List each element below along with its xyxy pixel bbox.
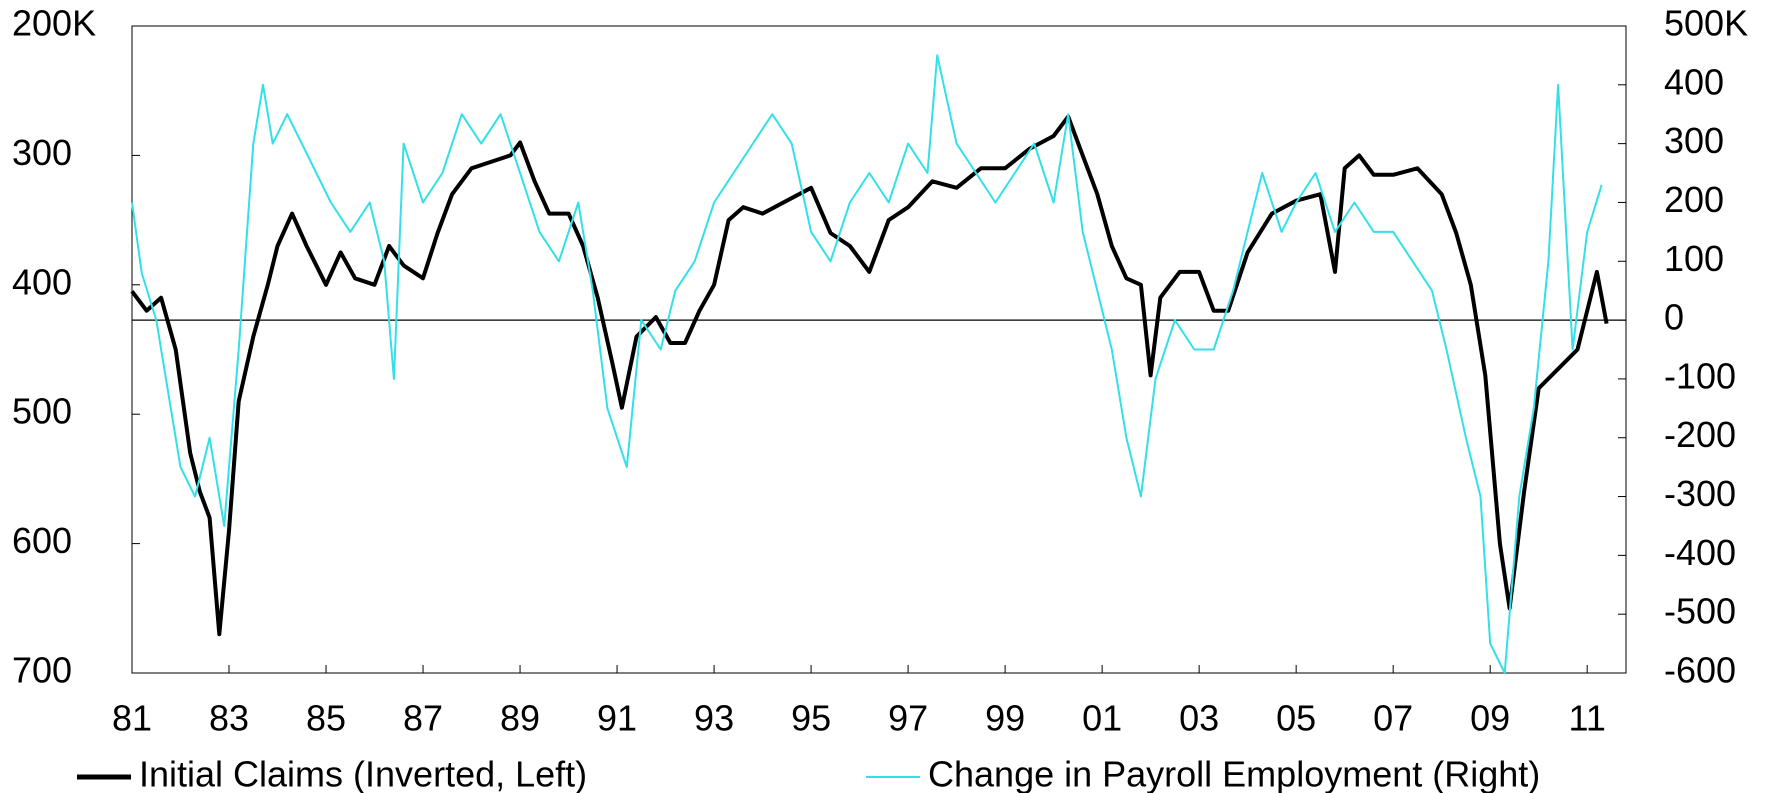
series-line [131,54,1603,674]
x-tick-label: 91 [597,698,637,739]
x-tick-label: 85 [306,698,346,739]
x-tick-label: 81 [112,698,152,739]
x-tick-label: 05 [1276,698,1316,739]
y-tick-label: 700 [12,650,72,691]
y2-tick-label: -100 [1664,355,1736,396]
y2-tick-label: 200 [1664,179,1724,220]
y2-tick-label: 100 [1664,238,1724,279]
x-tick-label: 89 [500,698,540,739]
y2-tick-label: -400 [1664,532,1736,573]
x-tick-label: 99 [985,698,1025,739]
legend-label: Change in Payroll Employment (Right) [928,754,1540,793]
y2-tick-label: 400 [1664,61,1724,102]
x-tick-label: 87 [403,698,443,739]
x-tick-label: 95 [791,698,831,739]
x-tick-label: 97 [888,698,928,739]
y-tick-label: 300 [12,132,72,173]
x-tick-label: 03 [1179,698,1219,739]
y-tick-label: 400 [12,261,72,302]
y-tick-label: 200K [12,3,96,44]
y2-tick-label: -300 [1664,473,1736,514]
x-tick-label: 09 [1470,698,1510,739]
y2-tick-label: 0 [1664,297,1684,338]
y-tick-label: 500 [12,391,72,432]
series-line [130,114,1609,637]
x-tick-label: 11 [1569,698,1606,739]
y2-tick-label: 300 [1664,120,1724,161]
x-tick-label: 93 [694,698,734,739]
x-tick-label: 07 [1373,698,1413,739]
y-tick-label: 600 [12,520,72,561]
y2-tick-label: -600 [1664,650,1736,691]
y2-tick-label: -200 [1664,414,1736,455]
y2-tick-label: 500K [1664,3,1748,44]
y2-tick-label: -500 [1664,591,1736,632]
x-tick-label: 01 [1082,698,1122,739]
x-tick-label: 83 [209,698,249,739]
legend-label: Initial Claims (Inverted, Left) [139,754,587,793]
plot-frame [131,25,1627,674]
